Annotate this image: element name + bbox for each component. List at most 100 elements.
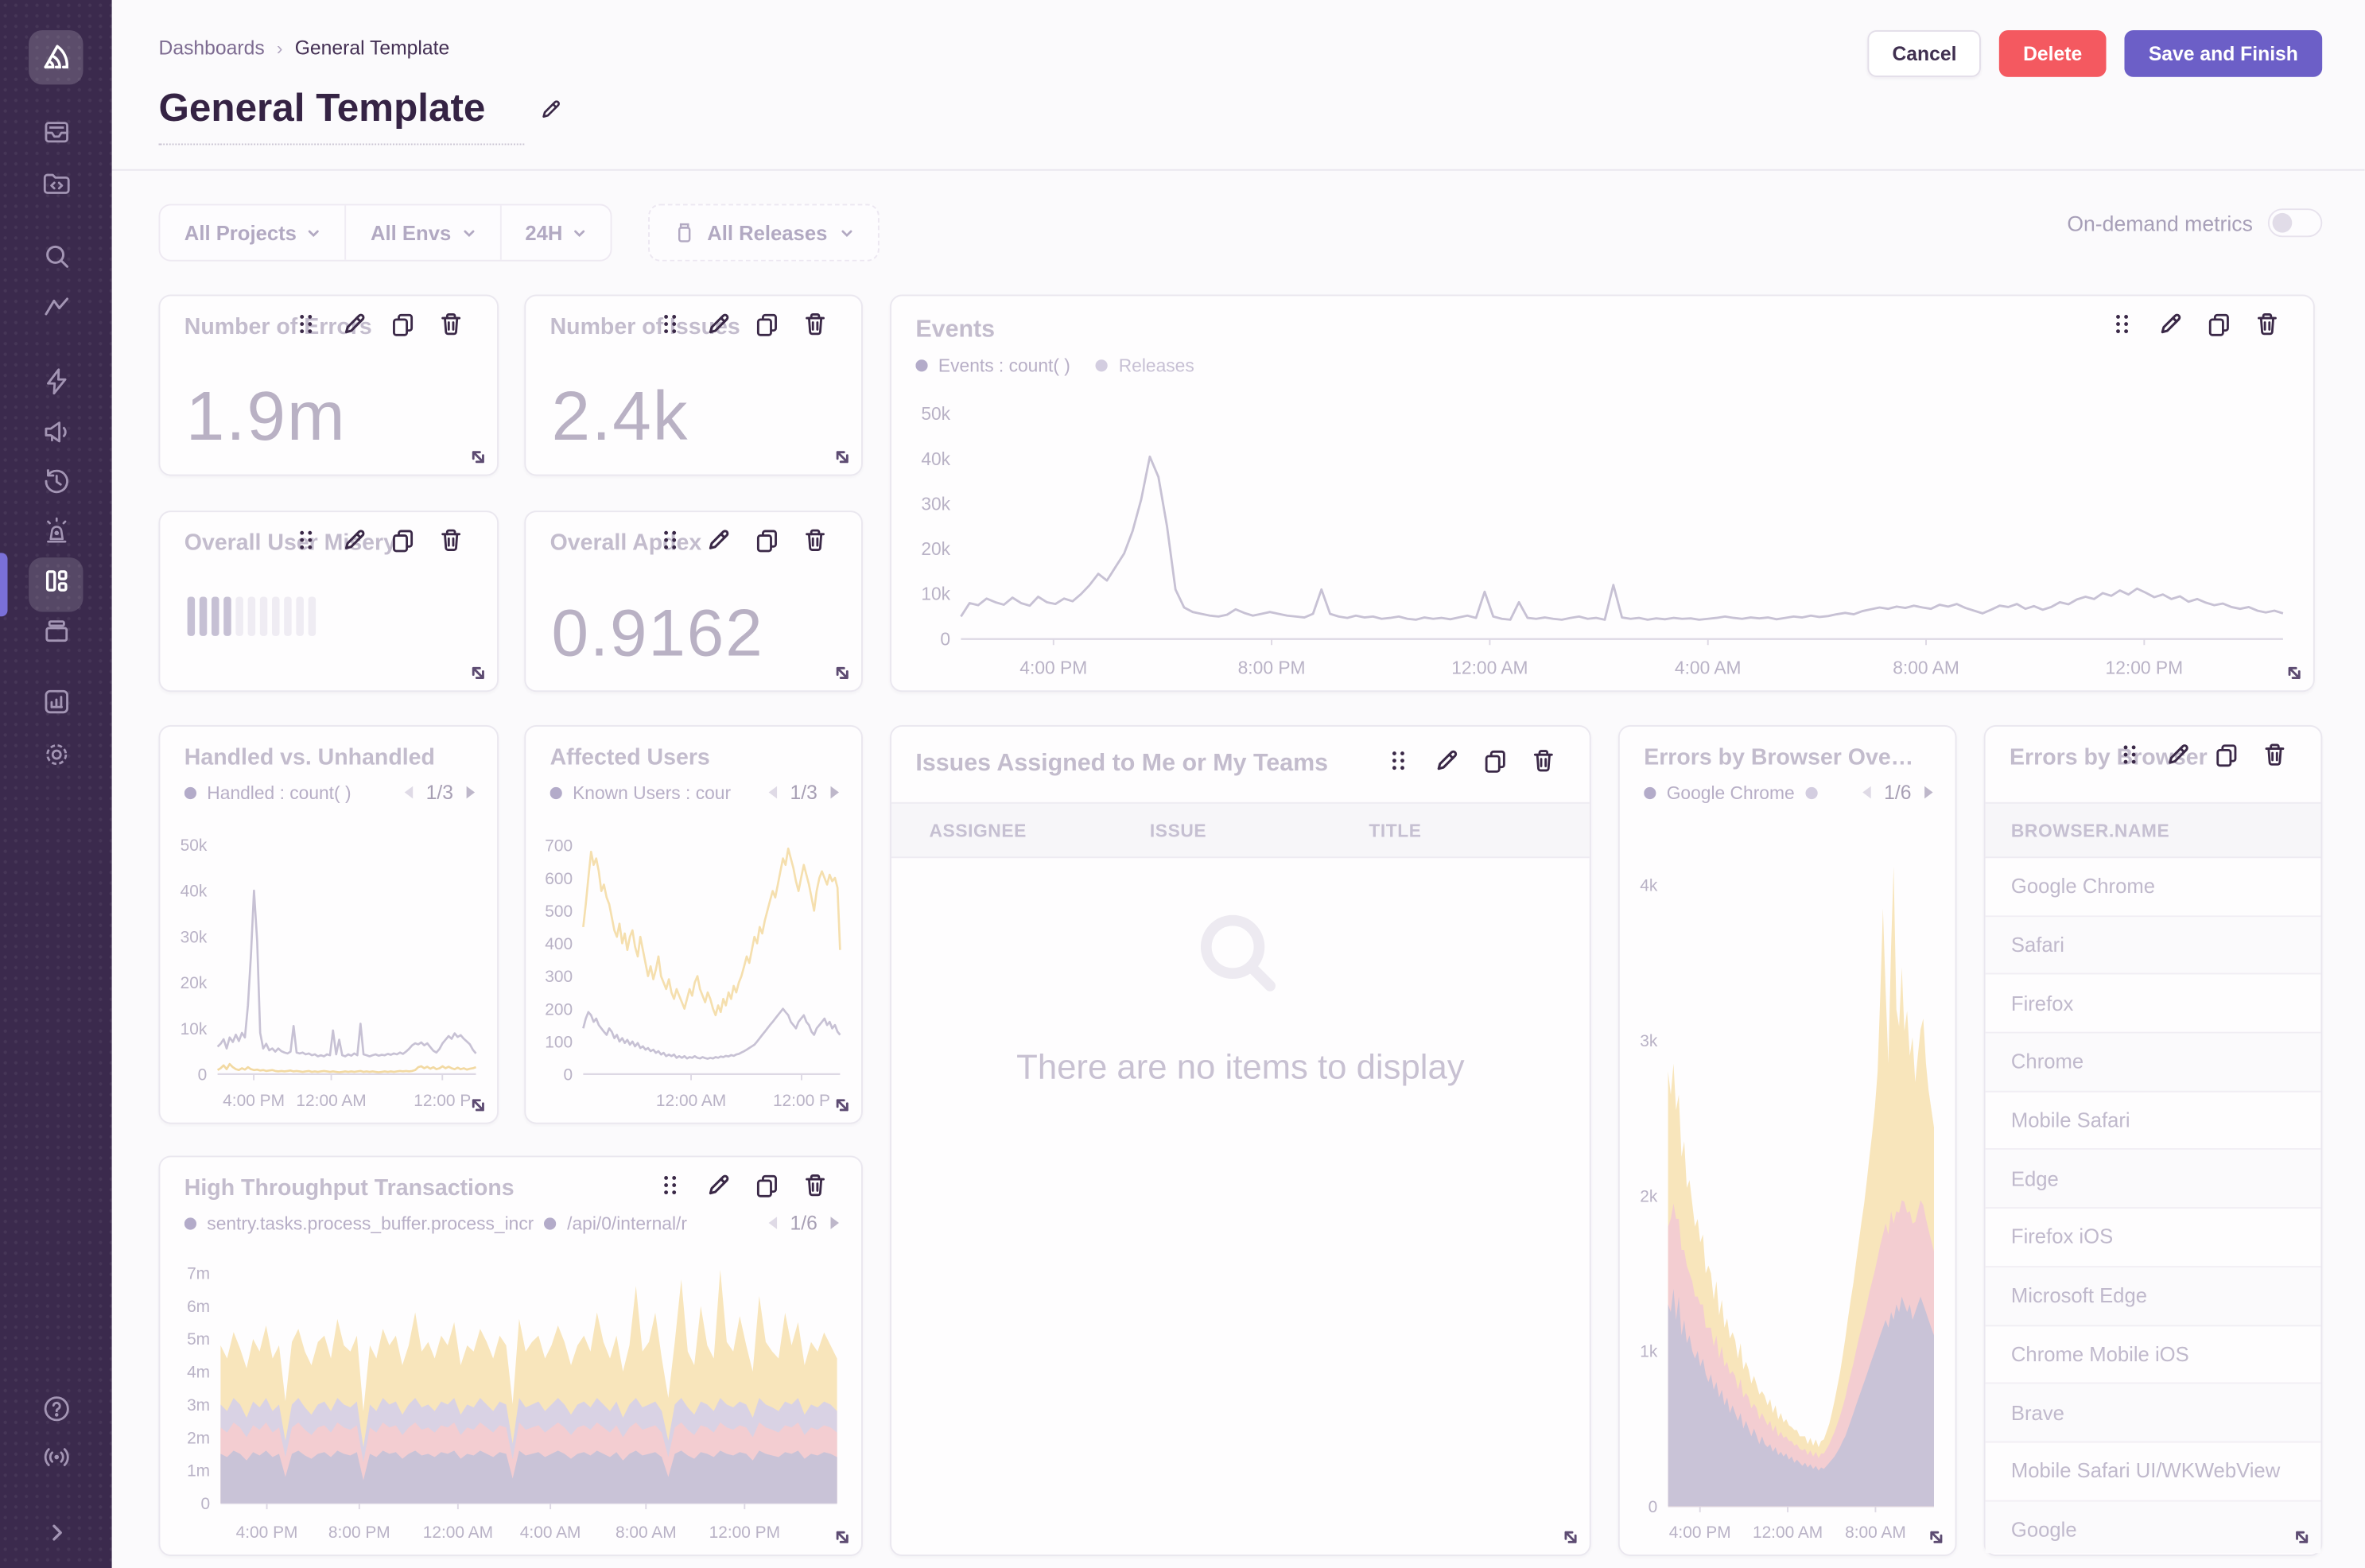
edit-pencil-icon[interactable] bbox=[1434, 748, 1459, 774]
delete-trash-icon[interactable] bbox=[802, 311, 828, 336]
resize-handle-icon[interactable] bbox=[2283, 662, 2306, 685]
svg-text:12:00 AM: 12:00 AM bbox=[656, 1092, 726, 1110]
siren-icon bbox=[40, 515, 72, 554]
sidebar-item-releases[interactable] bbox=[0, 609, 112, 661]
sidebar-item-dashboards[interactable] bbox=[0, 559, 112, 611]
legend-item: Releases bbox=[1096, 355, 1194, 376]
chevron-down-icon bbox=[463, 229, 474, 237]
sidebar-item-alerts[interactable] bbox=[0, 409, 112, 461]
envs-filter-dropdown[interactable]: All Envs bbox=[344, 205, 499, 260]
delete-trash-icon[interactable] bbox=[2262, 742, 2287, 767]
duplicate-icon[interactable] bbox=[754, 1172, 779, 1197]
pager-prev-icon[interactable] bbox=[764, 784, 781, 801]
delete-trash-icon[interactable] bbox=[438, 527, 464, 553]
sidebar-item-whats-new[interactable] bbox=[0, 1435, 112, 1487]
drag-grip-icon[interactable] bbox=[293, 311, 319, 336]
pager-next-icon[interactable] bbox=[826, 784, 843, 801]
resize-handle-icon[interactable] bbox=[831, 662, 854, 685]
widget-issues-assigned: Issues Assigned to Me or My Teams ASSIGN… bbox=[890, 725, 1591, 1556]
period-filter-dropdown[interactable]: 24H bbox=[499, 205, 611, 260]
edit-pencil-icon[interactable] bbox=[705, 527, 731, 553]
legend-dot-icon bbox=[544, 1217, 557, 1229]
table-row: Google Chrome bbox=[1985, 858, 2321, 917]
pager-prev-icon[interactable] bbox=[400, 784, 417, 801]
edit-pencil-icon[interactable] bbox=[705, 1172, 731, 1197]
widget-number-of-errors: Number of Errors 1.9m bbox=[158, 294, 499, 476]
delete-trash-icon[interactable] bbox=[2254, 311, 2280, 336]
browser-table-header: BROWSER.NAME bbox=[1985, 801, 2321, 859]
widget-high-throughput: High Throughput Transactions sentry.task… bbox=[158, 1155, 863, 1556]
duplicate-icon[interactable] bbox=[2214, 742, 2239, 767]
sidebar-item-crons[interactable] bbox=[0, 509, 112, 561]
sidebar-item-performance[interactable] bbox=[0, 359, 112, 411]
sidebar-item-discover[interactable] bbox=[0, 285, 112, 337]
resize-handle-icon[interactable] bbox=[2290, 1526, 2313, 1549]
sidebar-collapse-toggle[interactable] bbox=[0, 1511, 112, 1562]
edit-pencil-icon[interactable] bbox=[341, 311, 367, 336]
delete-trash-icon[interactable] bbox=[1531, 748, 1556, 774]
main-content: Dashboards › General Template General Te… bbox=[111, 0, 2365, 1568]
sidebar-item-help[interactable] bbox=[0, 1387, 112, 1438]
edit-pencil-icon[interactable] bbox=[341, 527, 367, 553]
column-assignee: ASSIGNEE bbox=[929, 819, 1027, 841]
pager-next-icon[interactable] bbox=[1920, 784, 1937, 801]
duplicate-icon[interactable] bbox=[2206, 311, 2231, 336]
delete-trash-icon[interactable] bbox=[802, 1172, 828, 1197]
resize-handle-icon[interactable] bbox=[467, 446, 490, 469]
drag-grip-icon[interactable] bbox=[2117, 742, 2142, 767]
drag-grip-icon[interactable] bbox=[658, 1172, 683, 1197]
edit-pencil-icon[interactable] bbox=[705, 311, 731, 336]
delete-trash-icon[interactable] bbox=[802, 527, 828, 553]
resize-handle-icon[interactable] bbox=[831, 446, 854, 469]
drag-grip-icon[interactable] bbox=[658, 311, 683, 336]
breadcrumb-dashboards-link[interactable]: Dashboards bbox=[158, 36, 265, 60]
table-row: Google bbox=[1985, 1500, 2321, 1554]
drag-grip-icon[interactable] bbox=[293, 527, 319, 553]
releases-filter-dropdown[interactable]: All Releases bbox=[648, 204, 879, 262]
resize-handle-icon[interactable] bbox=[831, 1526, 854, 1549]
legend-item: /api/0/internal/r bbox=[544, 1213, 687, 1233]
svg-text:10k: 10k bbox=[181, 1020, 208, 1038]
pager-prev-icon[interactable] bbox=[1858, 784, 1875, 801]
sidebar-item-projects[interactable] bbox=[0, 161, 112, 213]
legend-item: Known Users : cour bbox=[550, 782, 731, 803]
drag-grip-icon[interactable] bbox=[2109, 311, 2134, 336]
save-and-finish-button[interactable]: Save and Finish bbox=[2124, 30, 2323, 77]
misery-bar bbox=[223, 596, 231, 636]
edit-pencil-icon[interactable] bbox=[2165, 742, 2191, 767]
pager-next-icon[interactable] bbox=[462, 784, 479, 801]
sidebar-item-settings[interactable] bbox=[0, 733, 112, 785]
drag-grip-icon[interactable] bbox=[658, 527, 683, 553]
widget-title: Errors by Browser Ove… bbox=[1644, 744, 1914, 770]
edit-title-pencil-icon[interactable] bbox=[540, 99, 563, 129]
sidebar-item-stats[interactable] bbox=[0, 680, 112, 732]
duplicate-icon[interactable] bbox=[390, 527, 415, 553]
sentry-logo-icon[interactable] bbox=[29, 30, 83, 85]
resize-handle-icon[interactable] bbox=[831, 1094, 854, 1117]
on-demand-metrics-toggle[interactable] bbox=[2267, 208, 2323, 238]
delete-button[interactable]: Delete bbox=[1998, 30, 2107, 77]
sidebar-item-search[interactable] bbox=[0, 235, 112, 286]
delete-trash-icon[interactable] bbox=[438, 311, 464, 336]
cancel-button[interactable]: Cancel bbox=[1868, 30, 1981, 77]
pager-next-icon[interactable] bbox=[826, 1215, 843, 1232]
projects-filter-dropdown[interactable]: All Projects bbox=[160, 205, 344, 259]
resize-handle-icon[interactable] bbox=[467, 662, 490, 685]
svg-text:4:00 PM: 4:00 PM bbox=[236, 1523, 298, 1542]
svg-text:8:00 PM: 8:00 PM bbox=[1238, 657, 1306, 677]
widget-edit-controls bbox=[658, 1172, 829, 1197]
resize-handle-icon[interactable] bbox=[467, 1094, 490, 1117]
duplicate-icon[interactable] bbox=[754, 527, 779, 553]
resize-handle-icon[interactable] bbox=[1925, 1526, 1948, 1549]
resize-handle-icon[interactable] bbox=[1559, 1526, 1582, 1549]
table-row: Mobile Safari bbox=[1985, 1092, 2321, 1151]
duplicate-icon[interactable] bbox=[1482, 748, 1508, 774]
pager-prev-icon[interactable] bbox=[764, 1215, 781, 1232]
duplicate-icon[interactable] bbox=[754, 311, 779, 336]
duplicate-icon[interactable] bbox=[390, 311, 415, 336]
edit-pencil-icon[interactable] bbox=[2157, 311, 2183, 336]
sidebar-item-replays[interactable] bbox=[0, 460, 112, 511]
svg-text:4:00 PM: 4:00 PM bbox=[223, 1092, 285, 1110]
drag-grip-icon[interactable] bbox=[1385, 748, 1411, 774]
sidebar-item-issues[interactable] bbox=[0, 111, 112, 162]
